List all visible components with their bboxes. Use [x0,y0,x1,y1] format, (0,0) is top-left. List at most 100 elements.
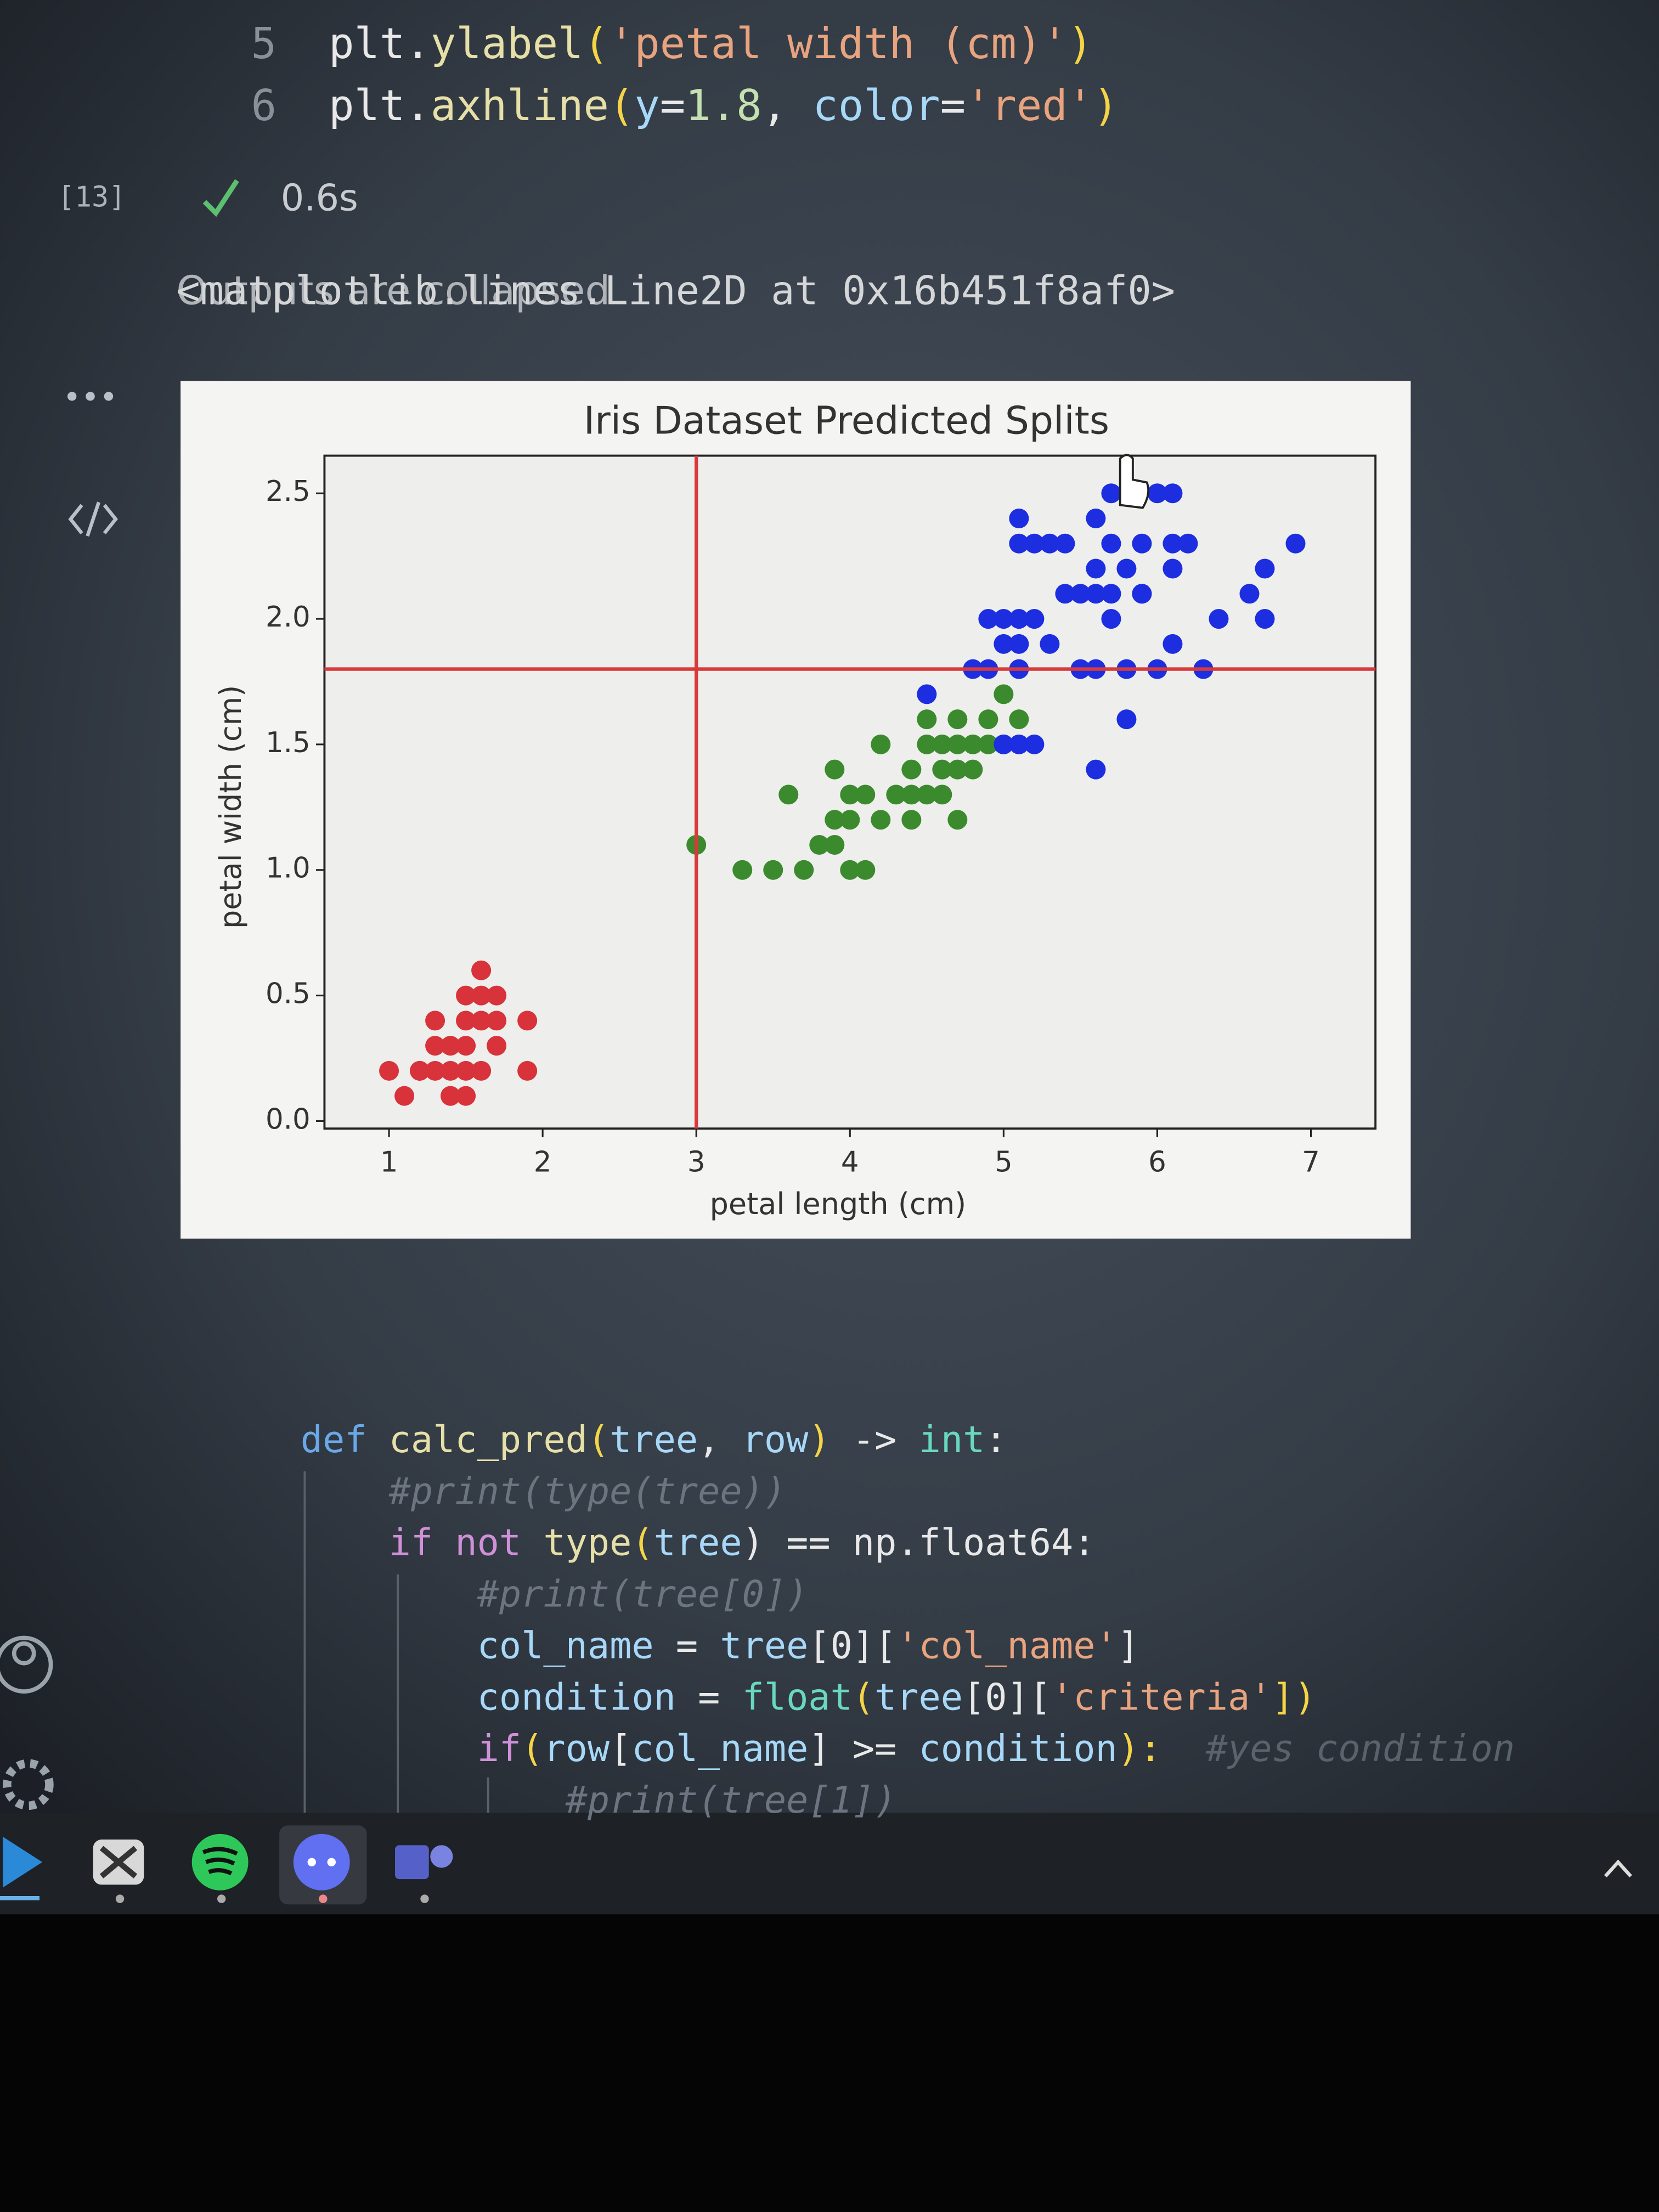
account-icon[interactable] [0,1635,53,1694]
code-token: condition [301,1675,676,1718]
scatter-point [1101,584,1121,604]
scatter-point [901,785,922,805]
scatter-point [917,734,937,754]
running-dot [115,1894,125,1903]
code-token: color [812,81,940,131]
code-token: 'criteria' [1051,1675,1272,1718]
code-token: row [543,1727,610,1770]
scatter-point [1132,533,1152,554]
scatter-point [778,785,799,805]
scatter-point [1024,609,1045,629]
scatter-point [1024,734,1045,754]
cursor [1119,454,1150,509]
line-number: 5 [251,19,276,69]
code-token: row [742,1418,809,1461]
scatter-point [978,709,998,730]
collapsed-note[interactable]: Outputs are collapsed [176,267,610,313]
tray-chevron[interactable] [1604,1859,1632,1878]
scatter-point [1255,609,1275,629]
x-axis-label: petal length (cm) [710,1187,967,1221]
scatter-point [994,634,1014,654]
scatter-point [1209,609,1229,629]
scatter-point [994,734,1014,754]
scatter-point [1040,533,1060,554]
scatter-point [456,985,476,1006]
code-token: 'col_name' [896,1624,1117,1667]
active-indicator [0,1896,40,1900]
y-tick-label: 1.0 [266,852,311,885]
scatter-point [732,860,753,880]
scatter-point [917,684,937,704]
more-icon[interactable]: ••• [63,379,118,415]
scatter-point [917,785,937,805]
scatter-point [932,785,952,805]
teams-glyph [430,1845,453,1868]
teams-icon[interactable] [395,1845,429,1880]
code-token: def [301,1418,389,1461]
code-line: #print(type(tree)) [301,1469,786,1512]
scatter-point [917,709,937,730]
code-token: ( [521,1727,543,1770]
vscode-icon[interactable] [3,1837,43,1888]
output-repr: <matplotlib.lines.Line2D at 0x16b451f8af… [176,267,1175,313]
code-icon[interactable] [68,501,118,537]
x-tick-label: 2 [534,1146,552,1178]
y-tick-label: 2.5 [266,475,311,508]
scatter-point [1086,508,1106,528]
code-token: ] [1118,1624,1139,1667]
running-dot [420,1894,429,1903]
scatter-point [456,1011,476,1031]
scatter-point [825,834,845,855]
scatter-point [1009,508,1029,528]
scatter-point [517,1011,538,1031]
code-token: , [698,1418,742,1461]
scatter-point [471,1060,492,1081]
scatter-point [947,759,968,780]
code-token: ( [583,19,608,69]
scatter-point [1101,483,1121,504]
discord-icon[interactable] [293,1833,350,1891]
code-token: = [654,1624,720,1667]
code-token: 'petal width (cm)' [609,19,1068,69]
code-token: = [660,81,685,131]
scatter-point [1101,609,1121,629]
spotify-icon[interactable] [191,1833,249,1891]
code-token: float [742,1675,853,1718]
scatter-point [855,860,876,880]
code-token: ] >= [808,1727,918,1770]
discord-eye [307,1858,316,1866]
scatter-point [1055,533,1075,554]
scatter-point [994,684,1014,704]
code-token: [ [610,1727,631,1770]
x-tick-label: 7 [1302,1146,1320,1178]
scatter-point [1163,483,1183,504]
code-token: ( [609,81,634,131]
line-number: 6 [251,81,276,131]
settings-icon[interactable] [3,1759,54,1810]
code-token: [0][ [963,1675,1051,1718]
scatter-point [871,810,891,830]
code-token: y [634,81,659,131]
scatter-point [947,709,968,730]
scatter-point [901,759,922,780]
scatter-point [410,1060,430,1081]
scatter-point [932,734,952,754]
code-line: #print(tree[0]) [301,1572,809,1615]
scatter-point [1086,558,1106,579]
code-token: if not [301,1521,544,1564]
code-token: ylabel [431,19,584,69]
scatter-point [1009,533,1029,554]
y-tick-label: 2.0 [266,601,311,634]
scatter-point [840,810,860,830]
scatter-point [886,785,906,805]
y-tick-label: 1.5 [266,726,311,759]
code-top: 5 plt.ylabel('petal width (cm)')6 plt.axhl… [251,19,1119,131]
scatter-point [825,759,845,780]
code-line: condition = float(tree[0]['criteria']) [301,1675,1316,1718]
scatter-point [1009,634,1029,654]
code-token: 'red' [966,81,1093,131]
x-tick-label: 4 [841,1146,859,1178]
running-dot [217,1894,226,1903]
scatter-point [471,960,492,980]
